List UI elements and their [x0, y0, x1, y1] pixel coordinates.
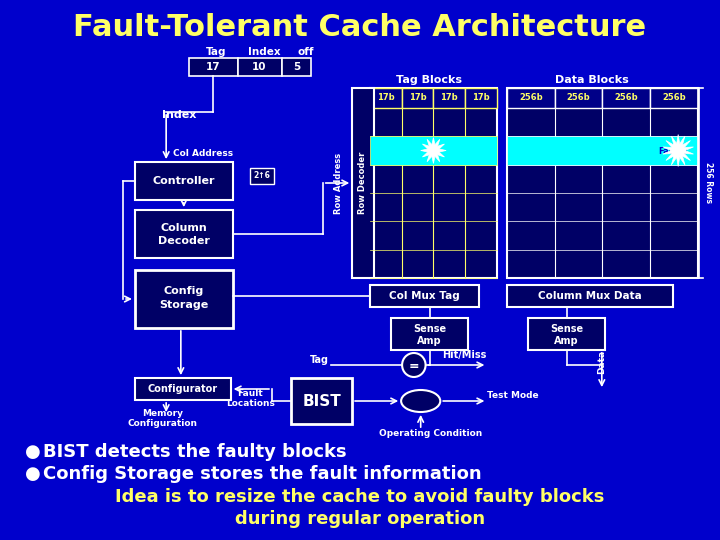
Text: Index: Index — [248, 47, 280, 57]
Text: off: off — [298, 47, 315, 57]
Text: 17b: 17b — [409, 93, 426, 103]
Text: Tag: Tag — [310, 355, 328, 365]
Text: Index: Index — [162, 110, 196, 120]
Text: Config: Config — [163, 286, 204, 296]
Bar — [292, 378, 352, 424]
Text: Operating Condition: Operating Condition — [379, 429, 482, 437]
Bar — [238, 58, 282, 76]
Text: BIST detects the faulty blocks: BIST detects the faulty blocks — [42, 443, 346, 461]
Text: =: = — [408, 360, 419, 373]
Text: 256b: 256b — [614, 93, 638, 103]
Text: Faulty: Faulty — [659, 147, 688, 156]
Bar — [507, 285, 673, 307]
Text: 5: 5 — [293, 62, 300, 72]
Text: Sense: Sense — [550, 324, 583, 334]
Bar — [507, 136, 698, 165]
Text: Amp: Amp — [417, 336, 442, 346]
Bar — [554, 88, 603, 108]
Text: Tag: Tag — [206, 47, 226, 57]
Text: 10: 10 — [252, 62, 266, 72]
Bar — [465, 88, 497, 108]
Bar — [352, 88, 374, 278]
Text: Row Address: Row Address — [334, 152, 343, 213]
Polygon shape — [663, 134, 693, 166]
Text: Tag Blocks: Tag Blocks — [395, 75, 462, 85]
Text: Storage: Storage — [159, 300, 208, 310]
Text: Test Mode: Test Mode — [487, 392, 539, 401]
Text: Hit/Miss: Hit/Miss — [443, 350, 487, 360]
Text: Fault-Tolerant Cache Architecture: Fault-Tolerant Cache Architecture — [73, 14, 647, 43]
Text: 17b: 17b — [472, 93, 490, 103]
Bar — [433, 88, 465, 108]
Bar — [135, 210, 233, 258]
Text: 256b: 256b — [567, 93, 590, 103]
Text: Sense: Sense — [413, 324, 446, 334]
Text: Col Address: Col Address — [174, 148, 233, 158]
Text: Amp: Amp — [554, 336, 579, 346]
Bar — [135, 162, 233, 200]
Bar — [528, 318, 605, 350]
Bar — [370, 88, 497, 278]
Text: Memory: Memory — [142, 408, 183, 417]
Bar — [282, 58, 311, 76]
Bar — [402, 88, 433, 108]
Text: Locations: Locations — [226, 400, 275, 408]
Text: Controller: Controller — [153, 176, 215, 186]
Bar — [507, 88, 698, 278]
Bar — [251, 168, 274, 184]
Text: Configurator: Configurator — [148, 384, 218, 394]
Text: Fault: Fault — [238, 388, 264, 397]
Text: BIST: BIST — [302, 394, 341, 408]
Bar — [370, 136, 497, 165]
Text: 17: 17 — [206, 62, 220, 72]
Text: ●: ● — [25, 443, 41, 461]
Text: 2↑6: 2↑6 — [253, 172, 271, 180]
Text: Idea is to resize the cache to avoid faulty blocks: Idea is to resize the cache to avoid fau… — [115, 488, 605, 506]
Bar — [392, 318, 468, 350]
Bar — [650, 88, 698, 108]
Polygon shape — [420, 138, 446, 164]
Circle shape — [402, 353, 426, 377]
Text: during regular operation: during regular operation — [235, 510, 485, 528]
Text: Decoder: Decoder — [158, 236, 210, 246]
Bar — [370, 285, 480, 307]
Text: Column: Column — [161, 223, 207, 233]
Text: Configuration: Configuration — [127, 420, 197, 429]
Text: 256b: 256b — [662, 93, 685, 103]
Bar — [189, 58, 238, 76]
Text: Data: Data — [598, 350, 606, 374]
Text: 17b: 17b — [441, 93, 458, 103]
Text: ●: ● — [25, 465, 41, 483]
Text: Col Mux Tag: Col Mux Tag — [390, 291, 460, 301]
Text: Data Blocks: Data Blocks — [555, 75, 629, 85]
Bar — [370, 88, 402, 108]
Text: Column Mux Data: Column Mux Data — [538, 291, 642, 301]
Text: 17b: 17b — [377, 93, 395, 103]
Text: 256b: 256b — [519, 93, 543, 103]
Text: Config Storage stores the fault information: Config Storage stores the fault informat… — [42, 465, 482, 483]
Bar — [603, 88, 650, 108]
Text: Row Decoder: Row Decoder — [359, 152, 367, 214]
Bar — [507, 88, 554, 108]
Text: 256 Rows: 256 Rows — [704, 163, 713, 204]
Ellipse shape — [401, 390, 440, 412]
Bar — [135, 378, 231, 400]
Bar — [135, 270, 233, 328]
